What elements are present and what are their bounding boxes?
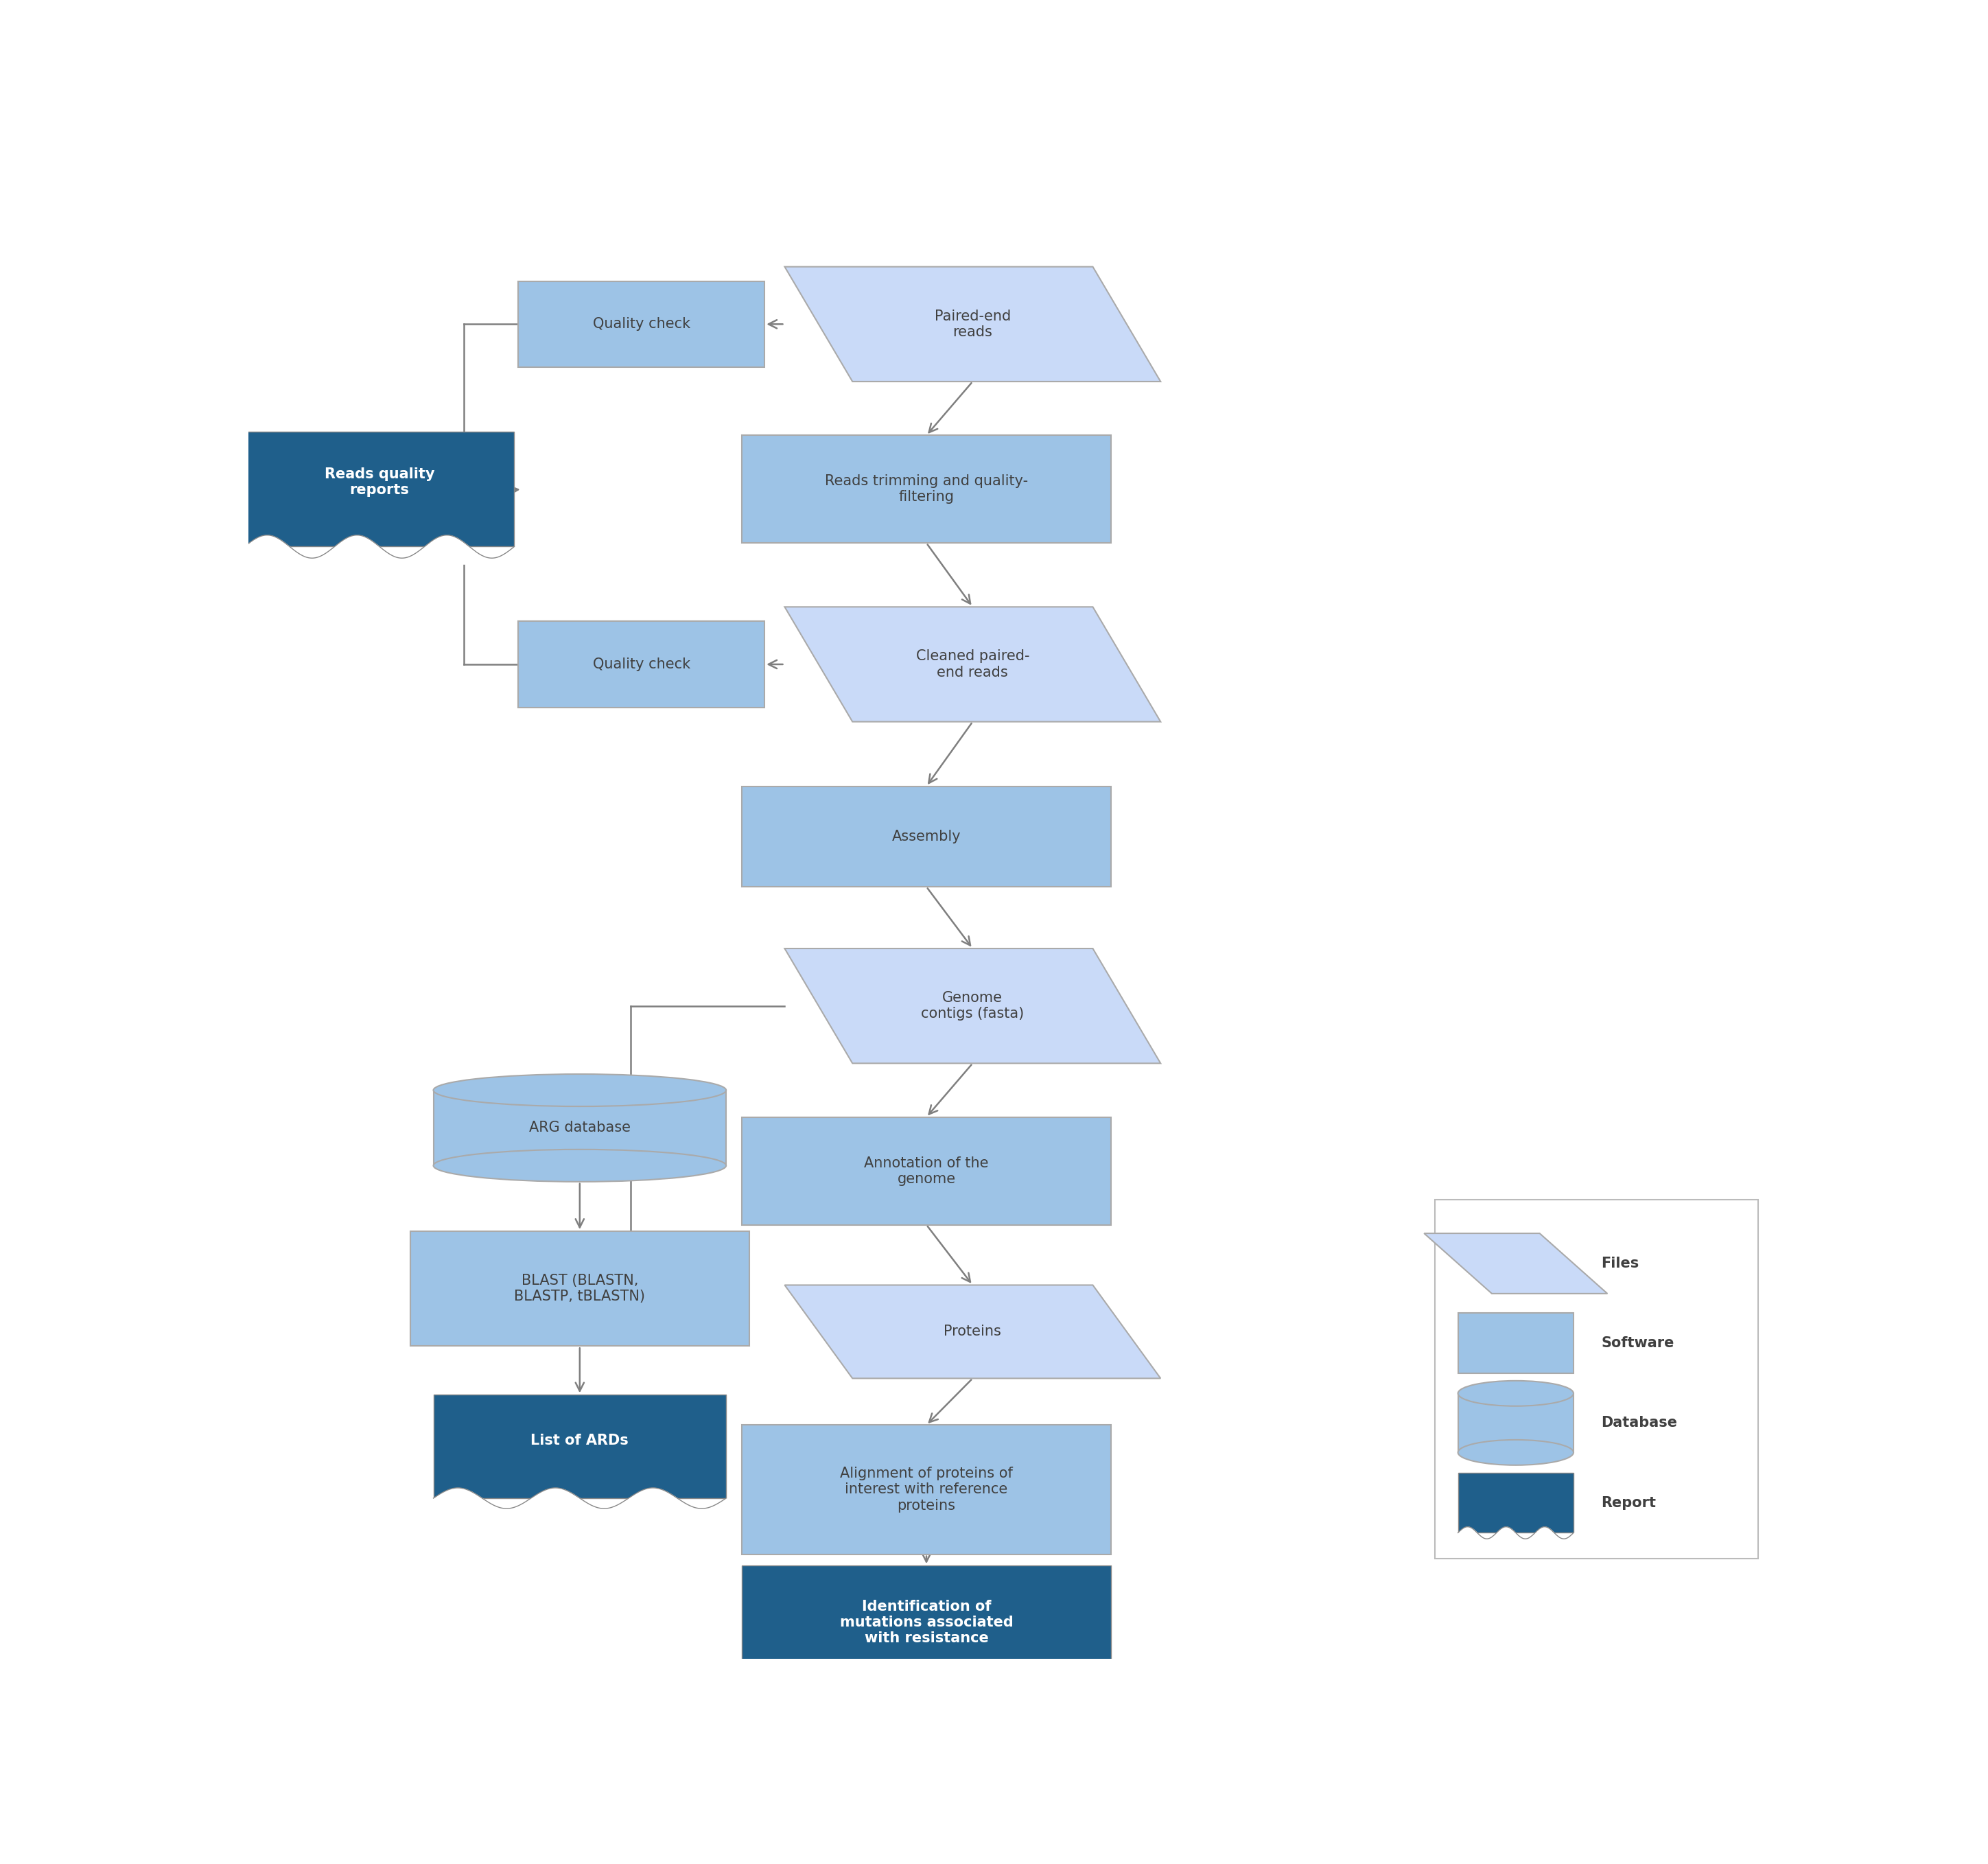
- Text: Software: Software: [1600, 1336, 1674, 1350]
- Text: Report: Report: [1600, 1495, 1656, 1510]
- FancyBboxPatch shape: [1457, 1473, 1574, 1532]
- FancyBboxPatch shape: [433, 1394, 726, 1499]
- Polygon shape: [785, 1284, 1161, 1377]
- FancyBboxPatch shape: [433, 1090, 726, 1165]
- Ellipse shape: [433, 1150, 726, 1182]
- Text: Reads trimming and quality-
filtering: Reads trimming and quality- filtering: [825, 473, 1028, 503]
- Text: Cleaned paired-
end reads: Cleaned paired- end reads: [916, 649, 1030, 678]
- FancyBboxPatch shape: [1457, 1394, 1574, 1452]
- Text: Genome
contigs (fasta): Genome contigs (fasta): [920, 992, 1024, 1021]
- FancyBboxPatch shape: [410, 1232, 749, 1346]
- Polygon shape: [785, 949, 1161, 1062]
- Text: Quality check: Quality check: [592, 317, 690, 332]
- Polygon shape: [1423, 1234, 1608, 1294]
- Text: Identification of
mutations associated
with resistance: Identification of mutations associated w…: [839, 1599, 1014, 1646]
- FancyBboxPatch shape: [519, 621, 765, 706]
- Text: Database: Database: [1600, 1417, 1678, 1430]
- FancyBboxPatch shape: [742, 1566, 1111, 1694]
- Polygon shape: [785, 267, 1161, 382]
- FancyBboxPatch shape: [742, 436, 1111, 542]
- FancyBboxPatch shape: [742, 1117, 1111, 1225]
- Text: Assembly: Assembly: [893, 829, 960, 843]
- FancyBboxPatch shape: [519, 281, 765, 367]
- Text: Proteins: Proteins: [944, 1325, 1002, 1338]
- Text: Annotation of the
genome: Annotation of the genome: [865, 1156, 988, 1186]
- FancyBboxPatch shape: [1457, 1312, 1574, 1374]
- Text: ARG database: ARG database: [529, 1120, 630, 1135]
- FancyBboxPatch shape: [742, 787, 1111, 887]
- Ellipse shape: [1457, 1439, 1574, 1465]
- Ellipse shape: [433, 1074, 726, 1107]
- Polygon shape: [785, 608, 1161, 721]
- Text: Alignment of proteins of
interest with reference
proteins: Alignment of proteins of interest with r…: [841, 1467, 1012, 1512]
- Ellipse shape: [1457, 1381, 1574, 1405]
- Text: Reads quality
reports: Reads quality reports: [324, 468, 435, 498]
- Text: Paired-end
reads: Paired-end reads: [934, 309, 1010, 339]
- Text: BLAST (BLASTN,
BLASTP, tBLASTN): BLAST (BLASTN, BLASTP, tBLASTN): [515, 1273, 646, 1303]
- Text: Files: Files: [1600, 1256, 1640, 1271]
- FancyBboxPatch shape: [1435, 1200, 1759, 1558]
- Text: List of ARDs: List of ARDs: [531, 1433, 628, 1446]
- FancyBboxPatch shape: [742, 1424, 1111, 1555]
- FancyBboxPatch shape: [245, 432, 515, 546]
- Text: Quality check: Quality check: [592, 658, 690, 671]
